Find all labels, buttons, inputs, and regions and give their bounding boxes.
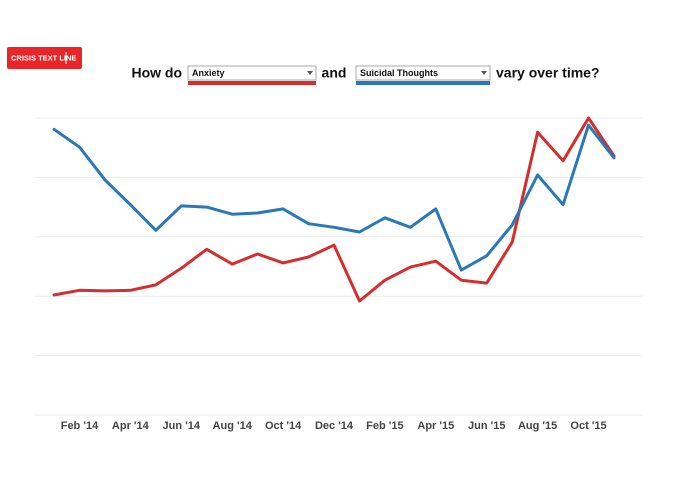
dropdown-arrow: [307, 71, 313, 75]
series-dropdown[interactable]: Suicidal Thoughts: [355, 65, 491, 85]
dropdown-value: Anxiety: [192, 68, 225, 78]
dropdown-underline: [356, 81, 490, 85]
x-tick-label: Feb '14: [61, 420, 99, 432]
dropdown-box[interactable]: [355, 65, 491, 81]
logo-badge[interactable]: [7, 47, 82, 69]
question-text: and: [322, 65, 347, 81]
dropdown-underline: [188, 81, 316, 85]
x-tick-label: Jun '15: [468, 420, 505, 432]
dropdown-value: Suicidal Thoughts: [360, 68, 438, 78]
series-line: [52, 123, 616, 272]
x-tick-label: Jun '14: [163, 420, 201, 432]
dropdown-box[interactable]: [187, 65, 317, 81]
series-dropdown[interactable]: Anxiety: [187, 65, 317, 85]
question-text: How do: [131, 65, 182, 81]
dropdown-arrow: [481, 71, 487, 75]
x-tick-label: Oct '15: [570, 420, 606, 432]
x-tick-label: Feb '15: [366, 420, 403, 432]
x-tick-label: Apr '14: [112, 420, 150, 432]
x-tick-label: Oct '14: [265, 420, 302, 432]
logo-text: CRISIS TEXT LINE: [11, 53, 76, 62]
x-tick-label: Aug '15: [518, 420, 557, 432]
x-tick-label: Aug '14: [213, 420, 253, 432]
question-text: vary over time?: [496, 65, 600, 81]
x-tick-label: Dec '14: [315, 420, 354, 432]
series-line: [52, 116, 616, 303]
x-tick-label: Apr '15: [417, 420, 454, 432]
